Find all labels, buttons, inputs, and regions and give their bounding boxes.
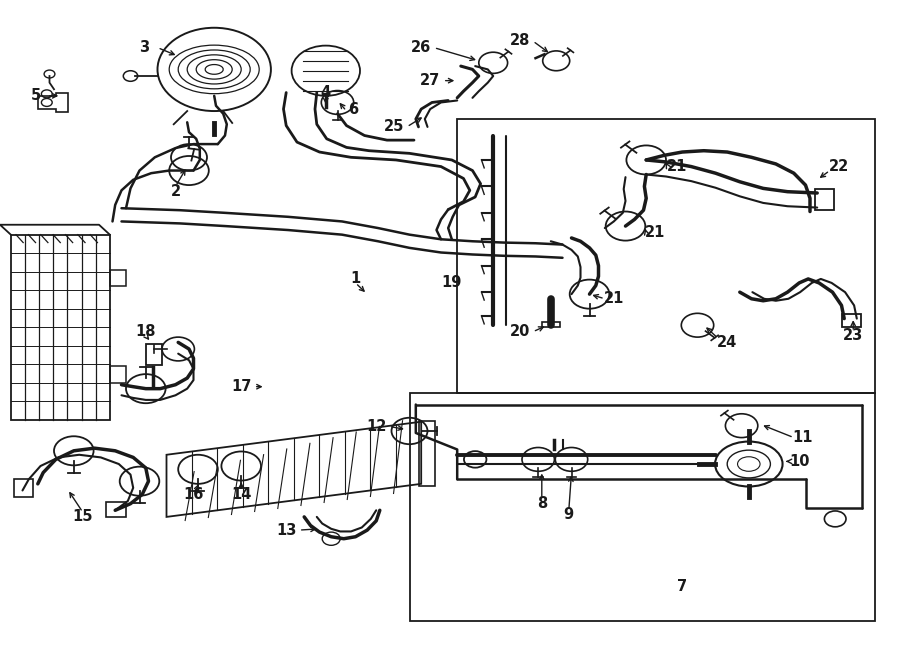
Text: 8: 8: [536, 496, 547, 511]
Text: 11: 11: [793, 430, 813, 445]
Text: 19: 19: [442, 276, 462, 290]
Text: 13: 13: [276, 523, 296, 537]
Text: 25: 25: [384, 120, 404, 134]
Text: 3: 3: [139, 40, 149, 55]
Text: 26: 26: [411, 40, 431, 55]
Text: 2: 2: [170, 184, 181, 199]
Bar: [11, 235, 110, 420]
Text: 6: 6: [347, 102, 358, 116]
Bar: [410, 393, 875, 621]
Text: 1: 1: [350, 272, 361, 286]
Text: 27: 27: [420, 73, 440, 88]
Text: 23: 23: [843, 329, 863, 343]
Bar: [418, 421, 435, 486]
Text: 21: 21: [645, 225, 665, 240]
Text: 14: 14: [231, 487, 251, 502]
Bar: [14, 479, 33, 497]
Text: 5: 5: [31, 89, 41, 103]
Text: 18: 18: [136, 325, 156, 339]
Text: 17: 17: [231, 379, 251, 394]
Text: 7: 7: [677, 580, 688, 594]
Text: 16: 16: [184, 487, 203, 502]
Bar: [542, 322, 560, 327]
Text: 12: 12: [366, 419, 386, 434]
Bar: [457, 119, 875, 393]
Bar: [110, 270, 126, 286]
Text: 21: 21: [604, 292, 624, 306]
Bar: [110, 366, 126, 383]
Text: 21: 21: [667, 159, 687, 174]
Text: 22: 22: [829, 159, 849, 174]
Bar: [106, 502, 126, 517]
Bar: [814, 189, 834, 210]
Text: 4: 4: [320, 85, 331, 100]
Text: 9: 9: [563, 507, 574, 522]
Text: 10: 10: [789, 454, 809, 469]
Text: 24: 24: [717, 335, 737, 350]
Text: 15: 15: [73, 510, 93, 524]
Bar: [146, 344, 162, 365]
Text: 20: 20: [510, 325, 530, 339]
Text: 28: 28: [510, 34, 530, 48]
Bar: [842, 314, 861, 327]
